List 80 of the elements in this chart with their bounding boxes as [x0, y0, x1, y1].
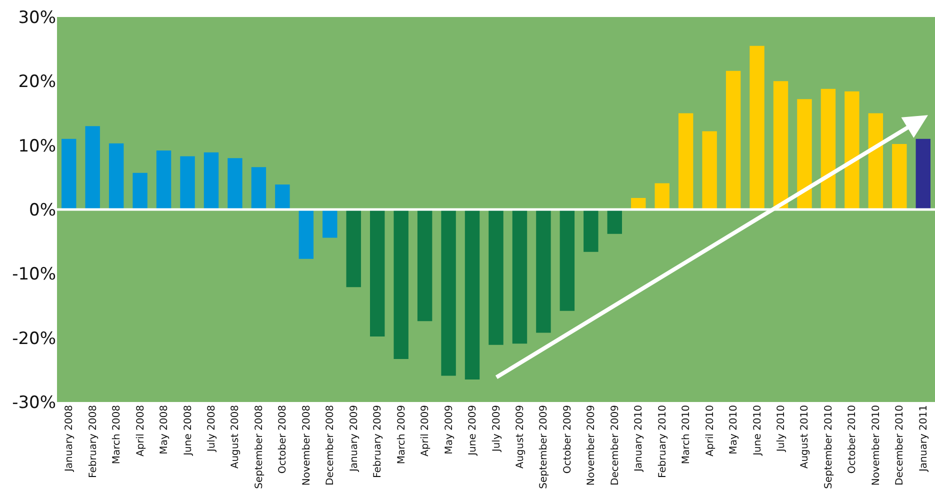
bar	[773, 81, 788, 210]
x-tick-label: June 2008	[182, 405, 194, 456]
x-tick-label: December 2009	[610, 405, 621, 486]
x-tick-label: January 2010	[634, 405, 645, 473]
bar	[536, 210, 551, 333]
bar	[607, 210, 622, 234]
bar	[346, 210, 361, 288]
x-tick-label: May 2009	[444, 405, 455, 454]
x-tick-label: February 2010	[657, 405, 668, 478]
x-tick-label: July 2009	[491, 405, 502, 453]
x-tick-label: June 2009	[468, 405, 479, 456]
y-tick-label: 20%	[18, 72, 56, 92]
x-tick-label: January 2009	[348, 405, 360, 473]
x-tick-label: October 2009	[562, 405, 574, 474]
bar	[844, 91, 860, 210]
x-tick-label: July 2010	[776, 405, 788, 453]
bar	[370, 210, 385, 337]
x-tick-label: March 2009	[396, 405, 408, 464]
x-tick-label: January 2011	[918, 405, 930, 473]
bar	[678, 113, 694, 210]
bar	[132, 172, 148, 210]
x-tick-label: April 2009	[420, 405, 432, 456]
y-tick-label: -30%	[12, 392, 56, 413]
x-tick-label: September 2010	[823, 405, 834, 489]
bar	[298, 210, 314, 259]
bar	[180, 156, 195, 210]
x-tick-label: May 2010	[728, 405, 740, 454]
bar	[417, 210, 432, 322]
bar	[204, 152, 219, 210]
bar	[654, 183, 670, 210]
x-tick-label: September 2008	[254, 405, 265, 489]
bar	[228, 158, 242, 210]
x-tick-label: January 2008	[64, 405, 76, 473]
bar	[584, 210, 598, 252]
y-tick-label: 0%	[29, 200, 56, 220]
bar	[892, 144, 907, 210]
x-tick-label: February 2009	[372, 405, 384, 478]
bar	[441, 210, 456, 376]
bar	[560, 210, 575, 311]
bar	[726, 70, 741, 210]
bar	[797, 99, 812, 210]
x-tick-label: November 2008	[301, 405, 312, 486]
x-tick-label: March 2008	[112, 405, 123, 464]
y-tick-label: -20%	[12, 328, 56, 349]
bar	[156, 150, 172, 210]
x-tick-label: December 2010	[894, 405, 906, 486]
bar	[85, 126, 100, 210]
x-tick-label: April 2008	[135, 405, 146, 456]
x-tick-label: June 2010	[752, 405, 764, 456]
x-tick-label: August 2010	[800, 405, 811, 469]
bar	[62, 138, 76, 210]
bar	[750, 46, 764, 210]
bar	[631, 198, 646, 210]
bar	[322, 210, 338, 238]
bar	[488, 210, 504, 345]
x-tick-label: October 2008	[278, 405, 289, 474]
x-tick-label: October 2010	[847, 405, 858, 474]
x-tick-label: August 2008	[230, 405, 242, 469]
x-tick-label: March 2010	[681, 405, 692, 464]
y-tick-label: 10%	[18, 136, 56, 156]
bar	[275, 184, 290, 210]
x-tick-label: September 2009	[538, 405, 550, 489]
x-tick-label: April 2010	[704, 405, 716, 456]
x-tick-label: November 2009	[586, 405, 598, 486]
x-tick-label: November 2010	[870, 405, 882, 486]
x-tick-label: February 2008	[88, 405, 99, 478]
bar	[512, 210, 528, 344]
bar	[702, 131, 717, 210]
bar	[251, 167, 266, 210]
x-tick-label: May 2008	[159, 405, 170, 454]
bar	[108, 143, 124, 210]
x-tick-label: December 2008	[325, 405, 336, 486]
bar	[464, 210, 480, 380]
x-tick-label: August 2009	[514, 405, 526, 469]
bar	[820, 88, 836, 210]
x-tick-label: July 2008	[206, 405, 218, 453]
bar	[868, 113, 884, 210]
y-tick-label: -10%	[12, 264, 56, 285]
bar	[394, 210, 408, 360]
y-tick-label: 30%	[18, 8, 56, 28]
